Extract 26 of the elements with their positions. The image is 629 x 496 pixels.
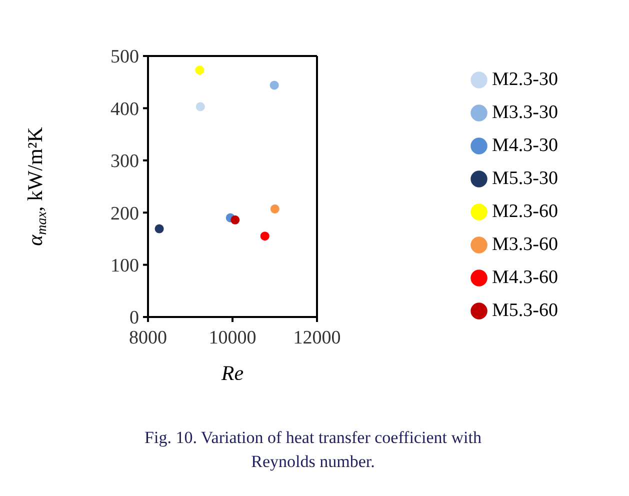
point bbox=[196, 102, 205, 112]
x-tick-label: 10000 bbox=[208, 327, 256, 348]
point bbox=[230, 215, 240, 224]
legend-label: M3.3-60 bbox=[492, 234, 558, 256]
legend-label: M3.3-30 bbox=[492, 102, 558, 124]
point bbox=[270, 204, 280, 214]
y-tick-label: 0 bbox=[130, 308, 139, 329]
legend-label: M4.3-30 bbox=[492, 134, 558, 156]
point bbox=[195, 66, 204, 75]
x-axis-title: Re bbox=[220, 361, 244, 385]
y-tick-label: 100 bbox=[110, 256, 139, 277]
point bbox=[260, 232, 270, 241]
caption: Fig. 10. Variation of heat transfer coefficient with Reynolds number. bbox=[144, 427, 482, 473]
x-tick-label: 8000 bbox=[129, 327, 167, 348]
legend-label: M2.3-30 bbox=[492, 68, 558, 90]
legend-label: M5.3-30 bbox=[492, 168, 558, 190]
legend-label: M4.3-60 bbox=[492, 266, 558, 288]
point bbox=[270, 80, 279, 90]
y-tick-label: 300 bbox=[110, 151, 139, 172]
y-tick-label: 200 bbox=[110, 203, 139, 224]
legend-label: M5.3-60 bbox=[492, 300, 558, 322]
x-tick-label: 12000 bbox=[293, 327, 341, 348]
y-tick-label: 500 bbox=[110, 46, 139, 68]
point bbox=[154, 224, 164, 234]
legend-label: M2.3-60 bbox=[492, 200, 558, 222]
y-tick-label: 400 bbox=[110, 98, 139, 120]
